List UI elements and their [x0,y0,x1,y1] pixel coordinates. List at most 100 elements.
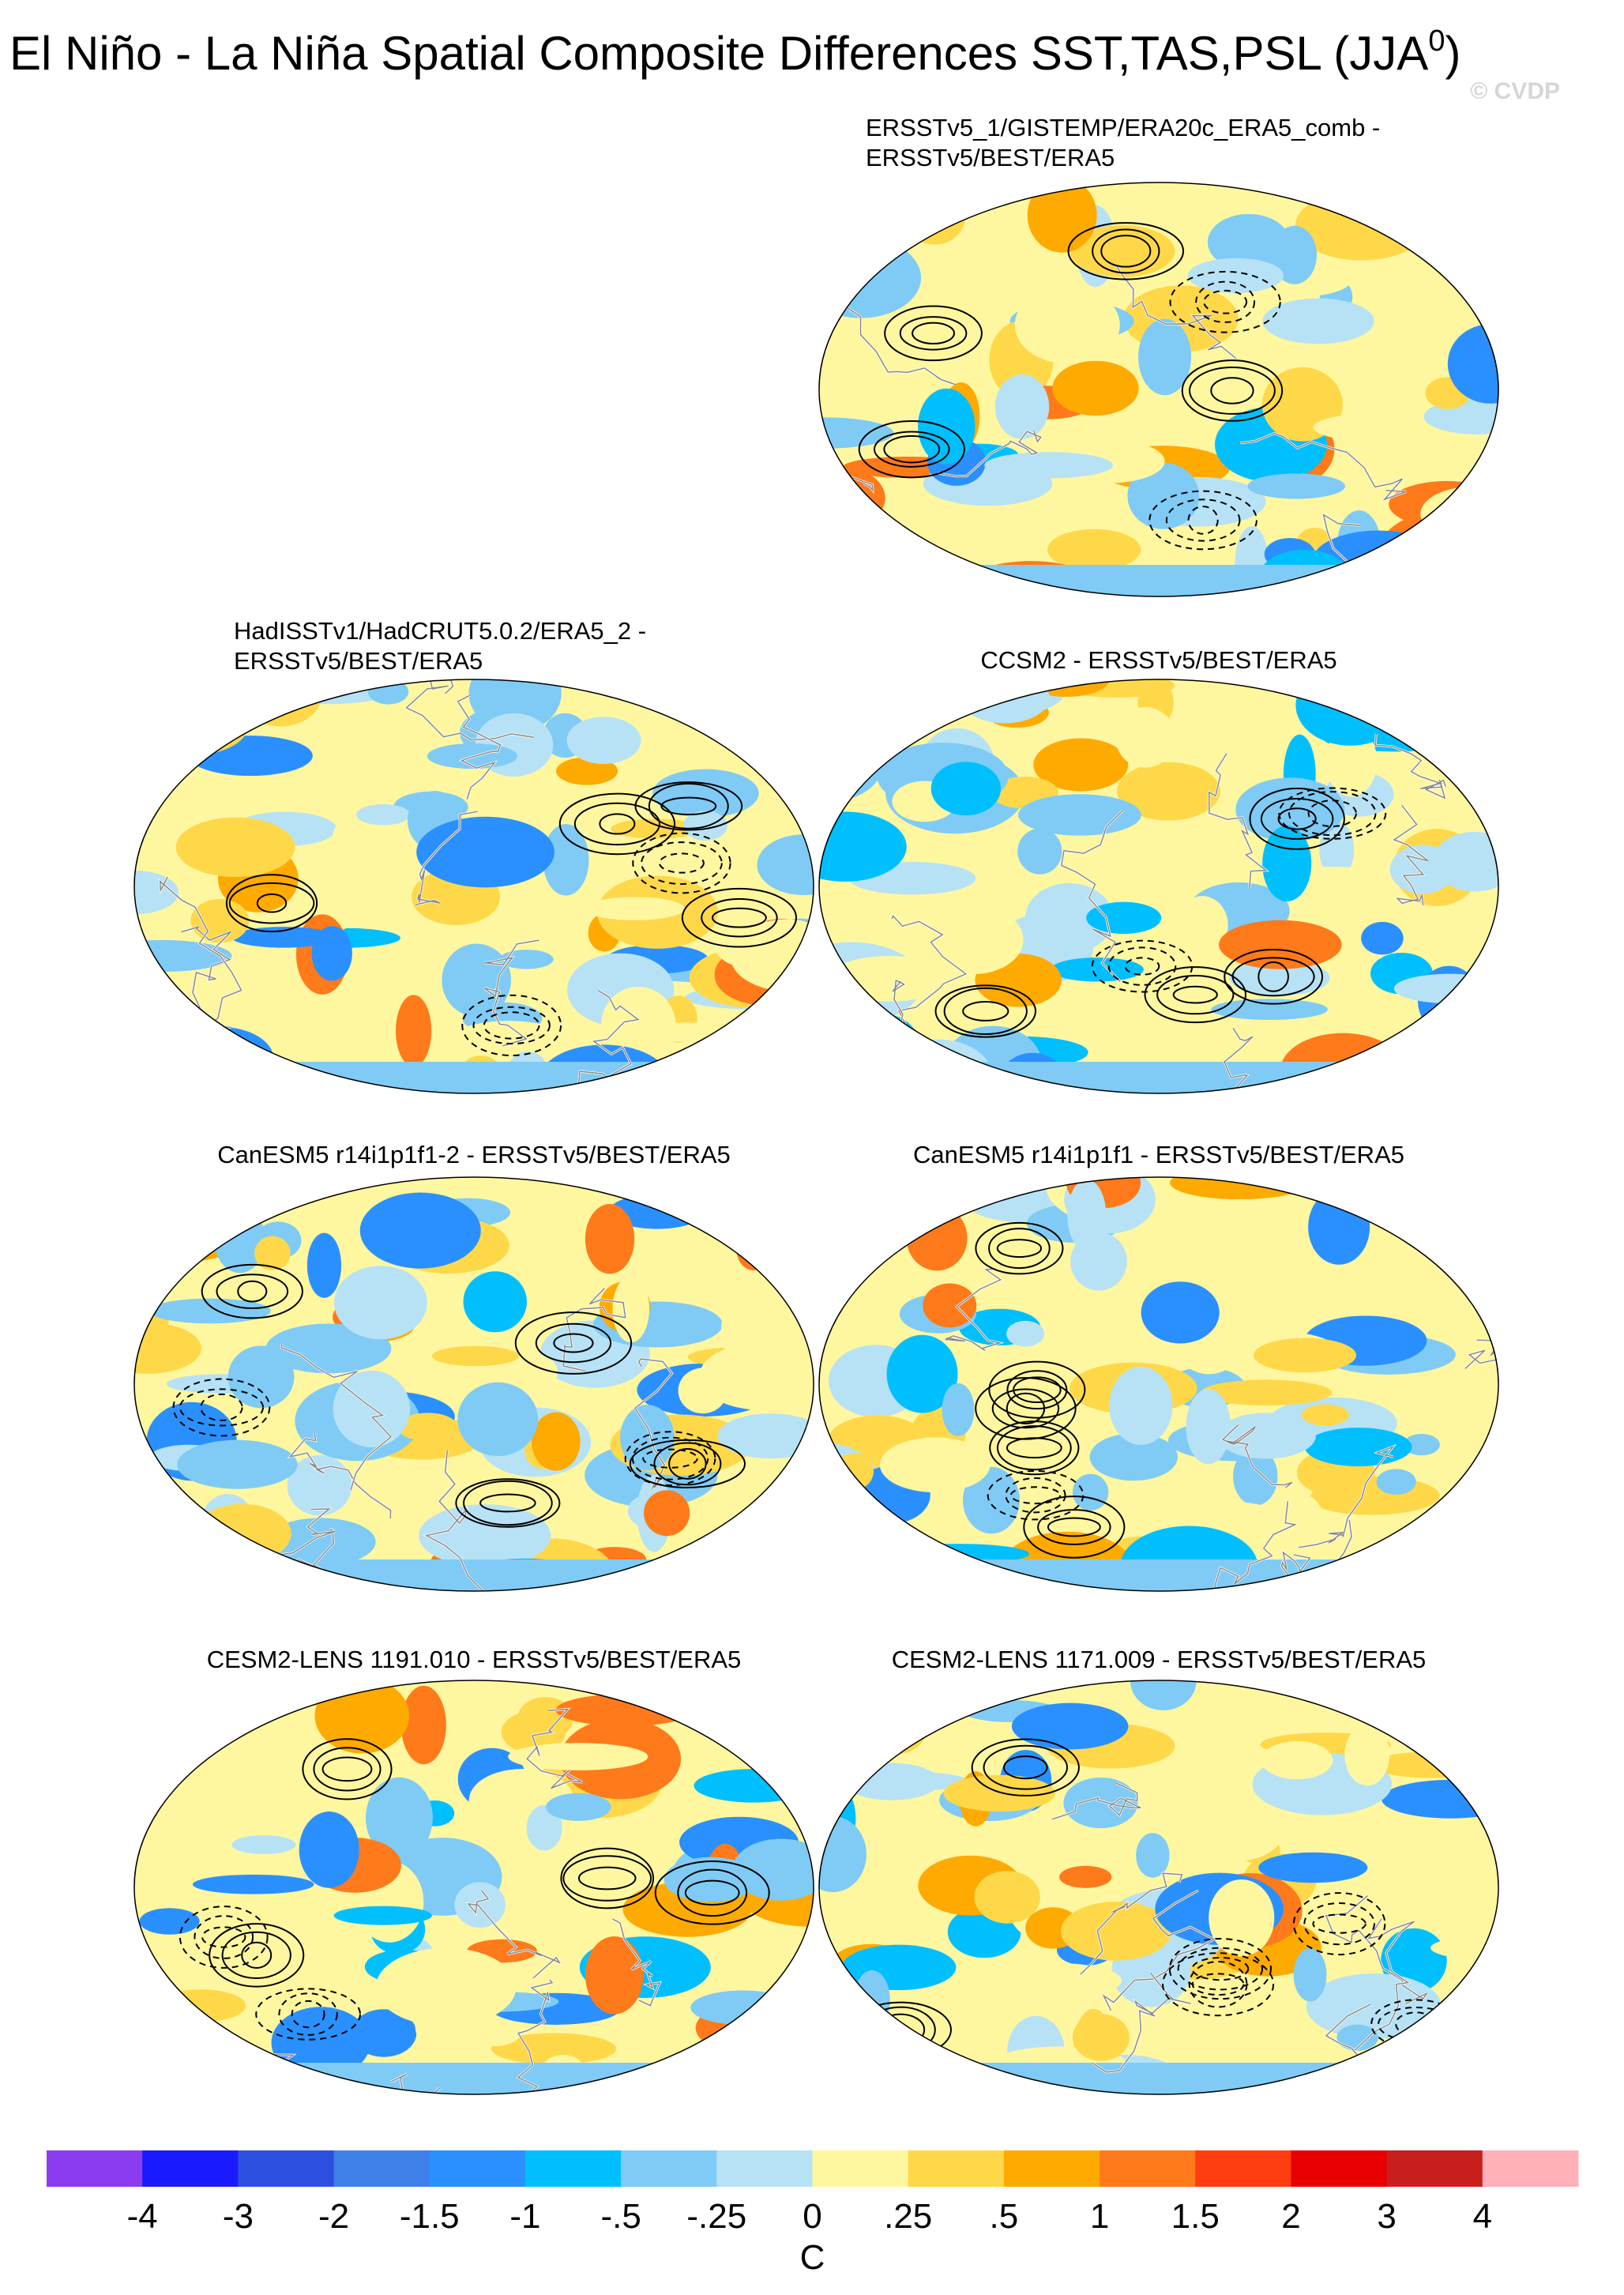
anomaly-patch [311,926,352,981]
title-main: El Niño - La Niña Spatial Composite Diff… [9,27,1428,80]
anomaly-patch [1447,324,1498,404]
anomaly-patch [819,1998,870,2056]
watermark: © CVDP [1470,78,1560,104]
map-panel: CESM2-LENS 1171.009 - ERSSTv5/BEST/ERA5 [818,1646,1499,2095]
anomaly-patch [499,950,554,969]
psl-contour [648,782,729,830]
anomaly-patch [1258,1852,1368,1883]
coastline [1102,1890,1216,2011]
map-border [818,1176,1499,1592]
psl-contour [1006,1437,1062,1459]
anomaly-patch [1089,1433,1179,1481]
psl-contour [461,994,562,1057]
coastline [562,1287,626,1372]
anomaly-patch [367,679,409,705]
colorbar-tick-label: -1 [509,2197,540,2236]
anomaly-patch [784,1448,814,1520]
polar-band [134,1559,814,1591]
psl-contour [684,1879,740,1906]
psl-contour [1292,1892,1386,1956]
anomaly-patch [365,1777,433,1859]
anomaly-patch [819,465,885,531]
anomaly-patch [918,388,976,465]
anomaly-patch [566,717,641,765]
coastline [1325,1894,1428,2004]
anomaly-patch [431,1345,520,1367]
anomaly-patch [1393,973,1498,1004]
anomaly-patch [199,1906,317,1944]
panel-title: ERSSTv5/BEST/ERA5 [234,647,483,675]
colorbar-tick-label: 0 [803,2197,821,2236]
psl-contour [241,1941,273,1969]
panel-title: CanESM5 r14i1p1f1 - ERSSTv5/BEST/ERA5 [913,1141,1404,1168]
anomaly-patch [1047,529,1141,570]
colorbar-tick-label: -4 [127,2197,158,2236]
colorbar-swatch [621,2150,717,2187]
anomaly-patch [287,1454,352,1516]
anomaly-patch [177,1439,298,1489]
psl-contour [1188,1960,1248,2008]
map-border [133,1176,814,1592]
anomaly-patch [1052,360,1139,416]
coastline [1092,1973,1191,2073]
psl-contour [560,1847,655,1909]
psl-contour [996,1425,1072,1471]
psl-contour [712,907,767,928]
coastline [1280,1551,1325,1591]
polar-band [819,1559,1498,1591]
psl-contour [1156,975,1235,1015]
anomaly-patch [712,909,772,967]
anomaly-patch [1416,1185,1498,1236]
title-end: ) [1445,27,1460,80]
anomaly-patch [819,811,907,882]
coastline [1051,1782,1141,1820]
anomaly-patch [1186,1389,1231,1465]
anomaly-patch [1381,1779,1498,1819]
anomaly-patch [1336,2024,1378,2051]
coastline [938,431,1042,477]
psl-contour [1257,961,1289,992]
psl-contour [221,1931,291,1979]
anomaly-patch [546,1793,611,1821]
anomaly-patch [824,225,865,252]
colorbar-swatch [1003,2150,1100,2187]
title-superscript: 0 [1428,24,1445,58]
anomaly-patch [694,1769,814,1803]
anomaly-patch [134,1843,196,1898]
psl-contour [209,1923,305,1988]
psl-contour [677,1868,748,1917]
anomaly-patch [906,1205,968,1271]
anomaly-patch [457,1382,539,1457]
psl-contour [194,1915,254,1959]
anomaly-patch [819,1816,867,1893]
anomaly-patch [498,1353,558,1391]
anomaly-patch [1261,1184,1295,1240]
psl-contour [1303,1902,1375,1946]
colorbar-tick-label: 4 [1473,2197,1492,2236]
psl-contour [641,841,723,885]
colorbar-tick-label: .5 [990,2197,1019,2236]
anomaly-patch [1344,1724,1390,1786]
psl-contour [255,1988,361,2041]
anomaly-patch [1301,1404,1349,1426]
coastline [1298,1445,1395,1548]
anomaly-patch [265,1323,392,1374]
colorbar-swatch [333,2150,430,2187]
coastline [415,811,478,905]
anomaly-patch [134,1027,178,1085]
psl-contour [1144,966,1247,1024]
anomaly-patch [819,182,861,198]
anomaly-patch [923,1283,977,1328]
anomaly-patch [1304,1428,1412,1467]
psl-contour [912,322,955,345]
anomaly-patch [585,897,685,920]
anomaly-patch [819,547,851,580]
anomaly-patch [879,1437,991,1493]
psl-contour [479,1493,536,1513]
panel-title: CCSM2 - ERSSTv5/BEST/ERA5 [980,646,1336,674]
coastline [577,990,640,1093]
anomaly-patch [1051,958,1144,982]
colorbar-swatch [908,2150,1005,2187]
anomaly-patch [943,1774,1056,1812]
anomaly-patch [1293,1947,1327,2002]
